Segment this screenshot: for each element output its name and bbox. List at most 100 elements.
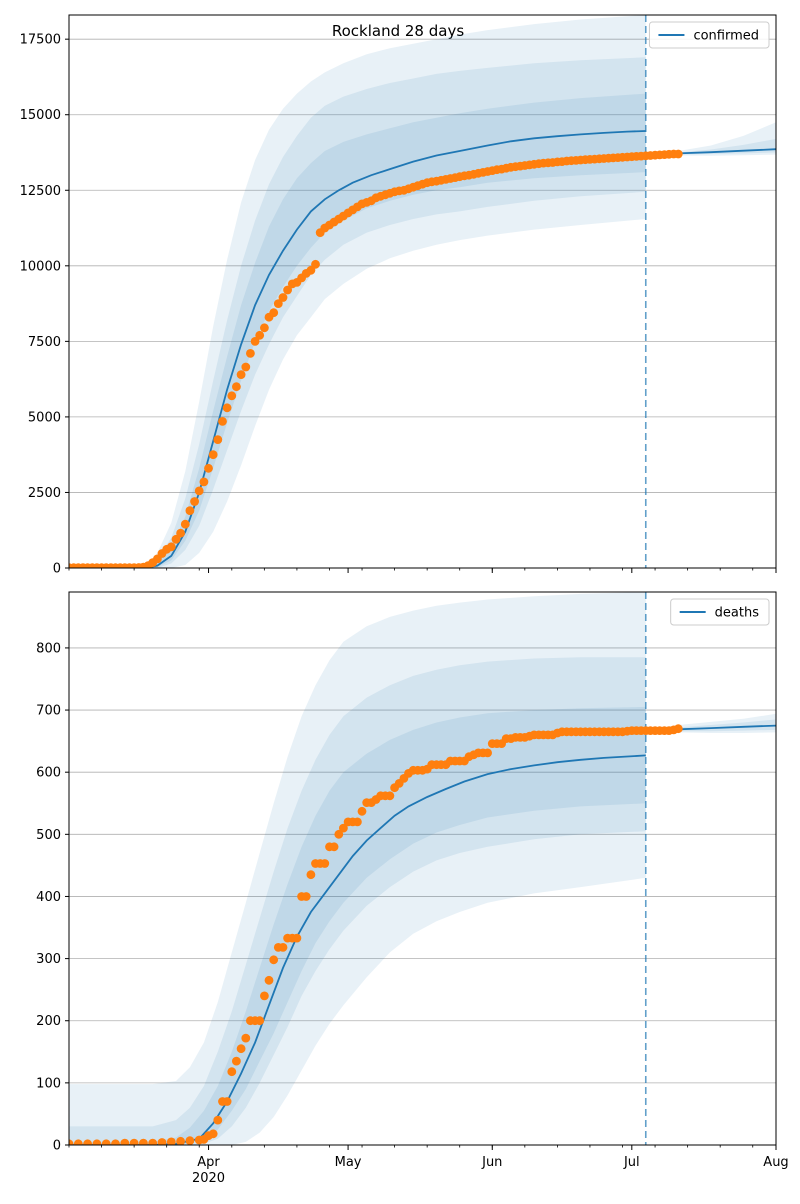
observed-point [673, 724, 683, 734]
observed-point [236, 370, 246, 379]
y-tick-label: 700 [36, 704, 61, 719]
observed-point [334, 829, 344, 839]
observed-point [120, 1138, 130, 1145]
observed-point [260, 323, 269, 333]
axes-frame [68, 591, 777, 1146]
uncertainty-band [69, 706, 646, 1145]
y-tick-label: 7500 [28, 335, 61, 350]
y-tick-label: 10000 [20, 259, 61, 274]
observed-point [273, 299, 283, 308]
y-tick-label: 500 [36, 828, 61, 843]
x-tick-label: Jun [481, 1155, 502, 1170]
observed-point [269, 955, 279, 965]
legend-box [648, 21, 770, 49]
x-tick-label: Apr [197, 1155, 220, 1170]
observed-point [208, 450, 218, 460]
observed-point [246, 349, 255, 358]
observed-point [222, 1097, 232, 1106]
observed-point [185, 1136, 195, 1145]
plot-area [69, 15, 776, 568]
observed-point [101, 1139, 111, 1145]
y-tick-label: 17500 [20, 33, 61, 48]
observed-point [139, 1138, 148, 1145]
observed-point [213, 1115, 223, 1125]
uncertainty-band [69, 15, 646, 568]
legend-label: confirmed [693, 29, 759, 44]
observed-point [73, 1139, 83, 1145]
uncertainty-band [69, 592, 646, 1145]
observed-point [255, 330, 265, 340]
observed-point [241, 362, 251, 372]
observed-point [232, 1056, 241, 1066]
plot-area [69, 592, 776, 1145]
observed-point [166, 1137, 176, 1145]
observed-point [176, 528, 186, 538]
y-tick-label: 2500 [28, 486, 61, 501]
observed-point [260, 991, 269, 1001]
observed-point [232, 382, 241, 392]
observed-point [83, 1139, 92, 1145]
observed-point [208, 1129, 218, 1139]
observed-point [129, 1138, 139, 1145]
y-tick-label: 15000 [20, 108, 61, 123]
observed-point [255, 1016, 265, 1026]
observed-point [241, 1033, 251, 1043]
x-tick-label: Aug [763, 1155, 788, 1170]
observed-point [218, 417, 227, 426]
observed-point [278, 943, 288, 952]
observed-point [311, 259, 320, 269]
y-tick-label: 12500 [20, 184, 61, 199]
observed-point [264, 975, 274, 985]
observed-point [180, 519, 190, 529]
observed-point [673, 149, 683, 159]
observed-point [222, 403, 232, 413]
y-tick-label: 5000 [28, 410, 61, 425]
observed-point [213, 435, 223, 444]
x-tick-label: May [335, 1155, 362, 1170]
observed-point [250, 337, 260, 346]
observed-point [227, 1067, 237, 1077]
observed-point [306, 265, 316, 275]
legend: deaths [670, 598, 770, 626]
chart-title: Rockland 28 days [332, 22, 464, 40]
observed-point [171, 534, 181, 544]
observed-point [148, 1138, 158, 1145]
observed-point [111, 1139, 120, 1145]
observed-point [385, 791, 395, 801]
observed-point [190, 497, 200, 506]
confirmed-chart: 0 2500 5000 7500 10000 12500 15000 17500 confirm… [20, 14, 777, 577]
y-tick-label: 200 [36, 1014, 61, 1029]
observed-point [157, 1138, 167, 1145]
observed-point [301, 892, 311, 901]
observed-point [92, 1139, 102, 1145]
observed-point [306, 870, 316, 880]
observed-point [194, 486, 204, 496]
observed-point [357, 806, 367, 816]
observed-point [69, 1139, 74, 1145]
uncertainty-band [645, 122, 776, 156]
observed-point [176, 1136, 185, 1145]
x-tick-sublabel: 2020 [192, 1171, 225, 1186]
observed-point [236, 1044, 246, 1054]
x-tick-label: Jul [623, 1155, 640, 1170]
observed-point [278, 293, 288, 302]
observed-point [339, 823, 348, 833]
axes-frame [68, 14, 777, 569]
observed-point [166, 542, 176, 552]
legend-box [670, 598, 770, 626]
uncertainty-band [69, 93, 646, 568]
y-tick-label: 600 [36, 766, 61, 781]
legend-label: deaths [715, 606, 760, 621]
observed-point [292, 933, 302, 943]
y-tick-label: 0 [53, 1139, 61, 1154]
observed-point [329, 842, 339, 852]
legend: confirmed [648, 21, 770, 49]
uncertainty-band [69, 657, 646, 1145]
observed-point [353, 817, 362, 827]
observed-point [204, 463, 213, 473]
y-tick-label: 400 [36, 890, 61, 905]
observed-point [320, 859, 330, 868]
